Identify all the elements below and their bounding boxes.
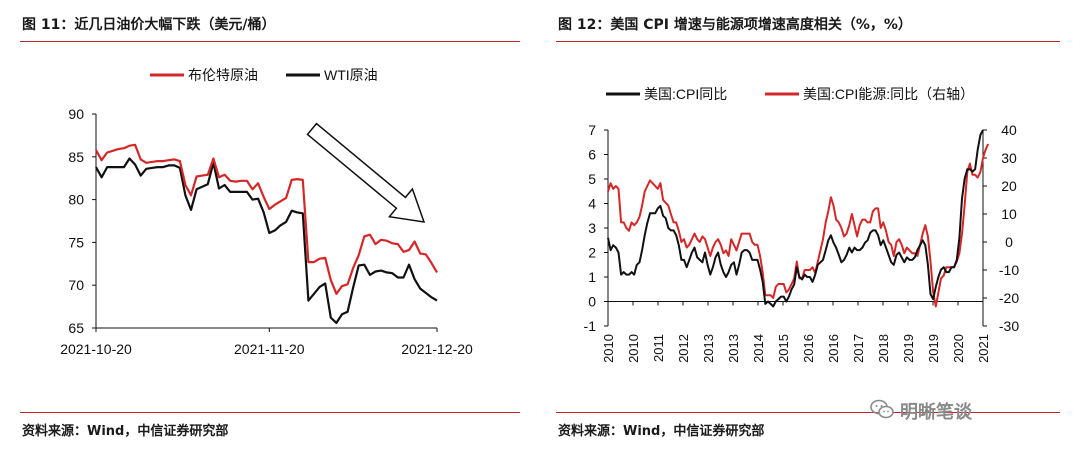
right-x-tick-label: 2021: [976, 334, 991, 363]
right-x-tick-label: 2014: [751, 334, 766, 363]
left-title-rule: [20, 41, 520, 42]
left-legend-label: 布伦特原油: [188, 67, 258, 83]
right-x-tick-label: 2019: [926, 334, 941, 363]
right-source-rule: [556, 412, 1060, 413]
right-title-rule: [556, 41, 1060, 42]
right-y-right-tick-label: -20: [999, 290, 1019, 306]
right-x-tick-label: 2012: [676, 334, 691, 363]
right-y-left-tick-label: 6: [588, 147, 596, 163]
left-x-tick-label: 2021-10-20: [60, 341, 132, 357]
right-y-left-tick-label: 0: [588, 294, 596, 310]
left-y-tick-label: 85: [68, 149, 84, 165]
right-x-tick-label: 2016: [801, 334, 816, 363]
right-y-left-tick-label: 1: [588, 269, 596, 285]
right-y-right-tick-label: -10: [999, 262, 1019, 278]
left-chart-title: 图 11：近几日油价大幅下跌（美元/桶）: [22, 17, 276, 33]
right-y-left-tick-label: 5: [588, 171, 596, 187]
right-series: [607, 129, 990, 308]
right-y-left-tick-label: 3: [588, 220, 596, 236]
right-x-tick-label: 2010: [601, 334, 616, 363]
oil-price-chart: 65 70 75 80 85 90 2021-10-20 2021-11-20 2021-12-…: [60, 67, 473, 357]
left-series: [95, 143, 438, 324]
right-x-tick-label: 2011: [651, 334, 666, 362]
right-x-tick-label: 2016: [826, 334, 841, 363]
right-x-tick-label: 2015: [776, 334, 791, 363]
right-source-note: 资料来源：Wind，中信证券研究部: [558, 424, 765, 439]
left-legend: 布伦特原油 WTI原油: [150, 67, 378, 83]
right-legend-label: 美国:CPI能源:同比（右轴）: [803, 86, 974, 102]
left-y-tick-label: 75: [68, 234, 84, 250]
left-source-rule: [20, 412, 520, 413]
left-series-line-brent: [95, 143, 438, 295]
right-y-right-tick-label: -30: [999, 318, 1019, 334]
right-y-left-tick-label: 2: [588, 245, 596, 261]
right-series-line-energy: [607, 143, 990, 308]
right-x-tick-label: 2018: [876, 334, 891, 363]
right-y-right-tick-label: 10: [1001, 206, 1017, 222]
right-x-tick-label: 2020: [951, 334, 966, 363]
right-y-right-tick-label: 0: [1005, 234, 1013, 250]
right-y-left-tick-label: 4: [588, 196, 596, 212]
watermark-text: 明晰笔谈: [900, 402, 972, 423]
left-y-tick-label: 80: [68, 192, 84, 208]
right-y-right-tick-label: 20: [1001, 178, 1017, 194]
trend-arrow-shape: [306, 122, 426, 223]
right-x-tick-label: 2013: [726, 334, 741, 363]
wechat-icon: [870, 399, 894, 419]
left-axes: 65 70 75 80 85 90 2021-10-20 2021-11-20 2021-12-…: [60, 106, 473, 357]
right-x-tick-label: 2010: [626, 334, 641, 363]
left-y-tick-label: 90: [68, 106, 84, 122]
left-x-tick-label: 2021-12-20: [401, 341, 473, 357]
right-legend: 美国:CPI同比 美国:CPI能源:同比（右轴）: [606, 86, 974, 102]
right-chart-title: 图 12：美国 CPI 增速与能源项增速高度相关（%，%）: [558, 17, 912, 33]
left-y-tick-label: 70: [68, 277, 84, 293]
right-x-tick-label: 2019: [901, 334, 916, 363]
right-x-tick-label: 2013: [701, 334, 716, 363]
right-y-left-tick-label: -1: [584, 318, 597, 334]
right-y-right-tick-label: 40: [1001, 122, 1017, 138]
right-x-tick-label: 2017: [851, 334, 866, 363]
down-trend-arrow: [306, 122, 426, 223]
left-legend-label: WTI原油: [324, 67, 378, 83]
right-y-right-tick-label: 30: [1001, 150, 1017, 166]
right-series-line-cpi: [607, 129, 984, 308]
left-y-tick-label: 65: [68, 320, 84, 336]
left-series-line-wti: [95, 157, 438, 324]
right-legend-label: 美国:CPI同比: [644, 86, 727, 102]
left-x-tick-label: 2021-11-20: [234, 341, 305, 357]
left-source-note: 资料来源：Wind，中信证券研究部: [22, 424, 229, 439]
right-y-left-tick-label: 7: [588, 122, 596, 138]
